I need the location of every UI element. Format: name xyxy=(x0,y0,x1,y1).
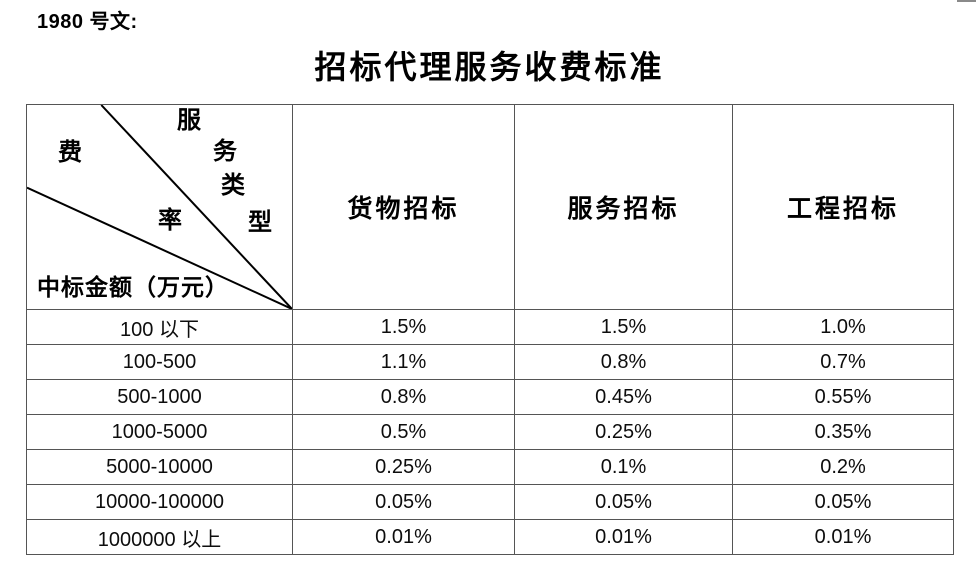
rate-cell: 0.35% xyxy=(732,414,954,450)
rate-cell: 1.1% xyxy=(292,344,515,380)
table-row: 100-500 1.1% 0.8% 0.7% xyxy=(26,344,954,380)
rate-cell: 0.25% xyxy=(514,414,733,450)
amount-range-cell: 1000000 以上 xyxy=(26,519,293,555)
rate-cell: 0.01% xyxy=(514,519,733,555)
rate-cell: 1.5% xyxy=(292,309,515,345)
rate-cell: 0.1% xyxy=(514,449,733,485)
rate-cell: 0.5% xyxy=(292,414,515,450)
rate-cell: 0.01% xyxy=(292,519,515,555)
table-row: 500-1000 0.8% 0.45% 0.55% xyxy=(26,379,954,415)
screen-edge-artifact xyxy=(957,0,976,2)
rate-cell: 0.8% xyxy=(292,379,515,415)
amount-range-cell: 100 以下 xyxy=(26,309,293,345)
corner-label-rate-char2: 率 xyxy=(158,208,182,234)
column-header-engineering-bidding: 工程招标 xyxy=(732,104,954,310)
rate-cell: 0.05% xyxy=(292,484,515,520)
table-row: 5000-10000 0.25% 0.1% 0.2% xyxy=(26,449,954,485)
corner-label-service-type-char4: 型 xyxy=(248,210,272,236)
table-header-row: 服 费 务 类 率 型 中标金额（万元） 货物招标 服务招标 工程招标 xyxy=(26,104,954,310)
table-row: 10000-100000 0.05% 0.05% 0.05% xyxy=(26,484,954,520)
page-title: 招标代理服务收费标准 xyxy=(314,49,665,85)
corner-label-service-type-char2: 务 xyxy=(213,139,237,165)
rate-cell: 0.2% xyxy=(732,449,954,485)
rate-cell: 0.05% xyxy=(514,484,733,520)
amount-range-cell: 100-500 xyxy=(26,344,293,380)
column-header-goods-bidding: 货物招标 xyxy=(292,104,515,310)
rate-cell: 0.8% xyxy=(514,344,733,380)
corner-label-rate-char1: 费 xyxy=(58,140,82,166)
rate-cell: 0.05% xyxy=(732,484,954,520)
column-header-service-bidding: 服务招标 xyxy=(514,104,733,310)
rate-cell: 0.25% xyxy=(292,449,515,485)
document-number-note: 1980 号文: xyxy=(37,11,138,33)
diagonal-corner-cell: 服 费 务 类 率 型 中标金额（万元） xyxy=(26,104,293,310)
amount-range-cell: 1000-5000 xyxy=(26,414,293,450)
diagonal-divider-lines xyxy=(27,105,292,309)
corner-label-service-type-char1: 服 xyxy=(177,108,201,134)
rate-cell: 0.45% xyxy=(514,379,733,415)
amount-range-cell: 5000-10000 xyxy=(26,449,293,485)
amount-range-cell: 10000-100000 xyxy=(26,484,293,520)
rate-cell: 0.55% xyxy=(732,379,954,415)
table-row: 100 以下 1.5% 1.5% 1.0% xyxy=(26,309,954,345)
rate-cell: 1.0% xyxy=(732,309,954,345)
amount-range-cell: 500-1000 xyxy=(26,379,293,415)
rate-cell: 1.5% xyxy=(514,309,733,345)
rate-cell: 0.7% xyxy=(732,344,954,380)
rate-cell: 0.01% xyxy=(732,519,954,555)
corner-label-bid-amount: 中标金额（万元） xyxy=(37,275,229,300)
table-row: 1000-5000 0.5% 0.25% 0.35% xyxy=(26,414,954,450)
table-row: 1000000 以上 0.01% 0.01% 0.01% xyxy=(26,519,954,555)
corner-label-service-type-char3: 类 xyxy=(221,173,245,199)
fee-standard-table: 服 费 务 类 率 型 中标金额（万元） 货物招标 服务招标 工程招标 100 … xyxy=(26,104,954,555)
